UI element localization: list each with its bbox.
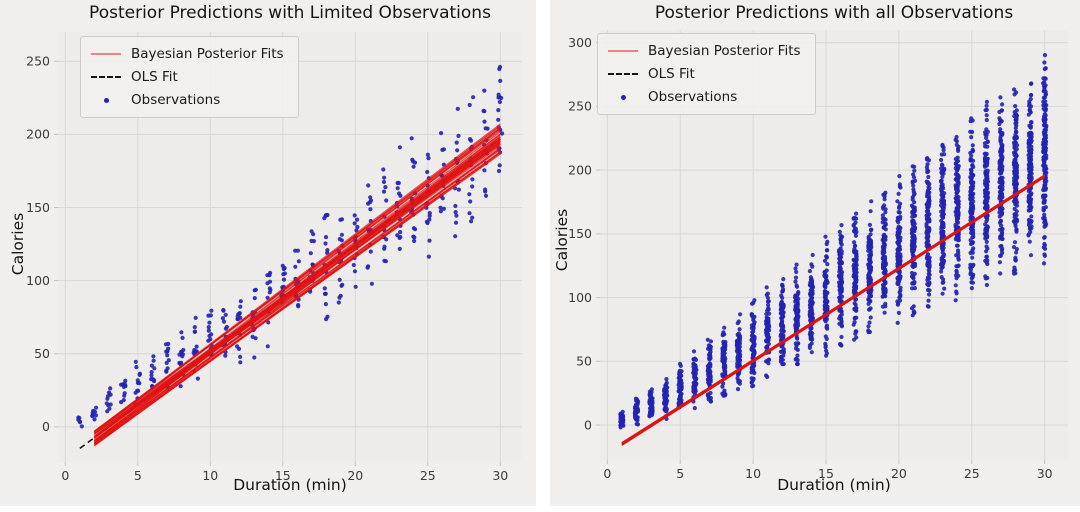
legend-label-posterior-fits: Bayesian Posterior Fits [648, 43, 801, 59]
right-figure-panel: 0 5 10 15 20 25 30 0 50 100 150 200 250 300 Posterior… [550, 0, 1080, 506]
svg-text:200: 200 [26, 127, 50, 142]
posterior-fit-lines [93, 123, 501, 447]
right-y-axis-label: Calories [553, 208, 571, 272]
svg-text:30: 30 [1037, 466, 1053, 481]
observations-scatter [76, 64, 505, 429]
posterior-line-icon [608, 50, 638, 52]
legend-item-observations: Observations [608, 88, 801, 106]
left-y-axis-label: Calories [9, 212, 27, 276]
svg-text:30: 30 [492, 468, 508, 483]
left-x-axis-label: Duration (min) [233, 476, 347, 494]
svg-text:100: 100 [568, 290, 592, 305]
legend-item-ols-fit: OLS Fit [91, 68, 284, 86]
legend-label-ols-fit: OLS Fit [131, 69, 178, 85]
svg-text:10: 10 [202, 468, 218, 483]
left-figure-panel: 0 5 10 15 20 25 30 0 50 100 150 200 250 Posterior Pr… [0, 0, 536, 506]
svg-text:0: 0 [42, 419, 50, 434]
svg-text:200: 200 [568, 162, 592, 177]
svg-text:0: 0 [603, 466, 611, 481]
svg-text:250: 250 [568, 99, 592, 114]
svg-text:50: 50 [34, 346, 50, 361]
left-chart-title: Posterior Predictions with Limited Obser… [89, 3, 491, 23]
observation-dot-icon [608, 94, 638, 100]
svg-text:250: 250 [26, 54, 50, 69]
legend-label-observations: Observations [131, 92, 221, 108]
svg-text:5: 5 [676, 466, 684, 481]
posterior-fit-lines [621, 174, 1046, 446]
x-tick-labels: 0 5 10 15 20 25 30 [61, 462, 508, 483]
svg-text:15: 15 [818, 466, 834, 481]
svg-text:150: 150 [26, 200, 50, 215]
posterior-line-icon [91, 53, 121, 55]
legend-label-observations: Observations [648, 89, 738, 105]
legend-item-posterior-fits: Bayesian Posterior Fits [608, 42, 801, 60]
svg-text:15: 15 [275, 468, 291, 483]
legend-item-ols-fit: OLS Fit [608, 65, 801, 83]
ols-dashed-line-icon [608, 73, 638, 75]
legend-label-ols-fit: OLS Fit [648, 66, 695, 82]
right-legend: Bayesian Posterior Fits OLS Fit Observat… [597, 33, 816, 115]
svg-text:100: 100 [26, 273, 50, 288]
svg-text:20: 20 [891, 466, 907, 481]
legend-item-observations: Observations [91, 91, 284, 109]
left-legend: Bayesian Posterior Fits OLS Fit Observat… [80, 36, 299, 118]
svg-text:50: 50 [576, 354, 592, 369]
svg-text:150: 150 [568, 226, 592, 241]
svg-text:10: 10 [745, 466, 761, 481]
legend-label-posterior-fits: Bayesian Posterior Fits [131, 46, 284, 62]
svg-text:0: 0 [584, 417, 592, 432]
observation-dot-icon [91, 97, 121, 103]
svg-text:0: 0 [61, 468, 69, 483]
svg-text:5: 5 [134, 468, 142, 483]
svg-text:25: 25 [420, 468, 436, 483]
x-tick-labels: 0 5 10 15 20 25 30 [603, 460, 1053, 481]
right-x-axis-label: Duration (min) [777, 476, 891, 494]
svg-text:20: 20 [347, 468, 363, 483]
y-tick-labels: 0 50 100 150 200 250 [26, 54, 58, 434]
right-chart-title: Posterior Predictions with all Observati… [654, 3, 1014, 23]
svg-text:300: 300 [568, 35, 592, 50]
legend-item-posterior-fits: Bayesian Posterior Fits [91, 45, 284, 63]
ols-dashed-line-icon [91, 76, 121, 78]
svg-text:25: 25 [964, 466, 980, 481]
y-tick-labels: 0 50 100 150 200 250 300 [568, 35, 600, 432]
